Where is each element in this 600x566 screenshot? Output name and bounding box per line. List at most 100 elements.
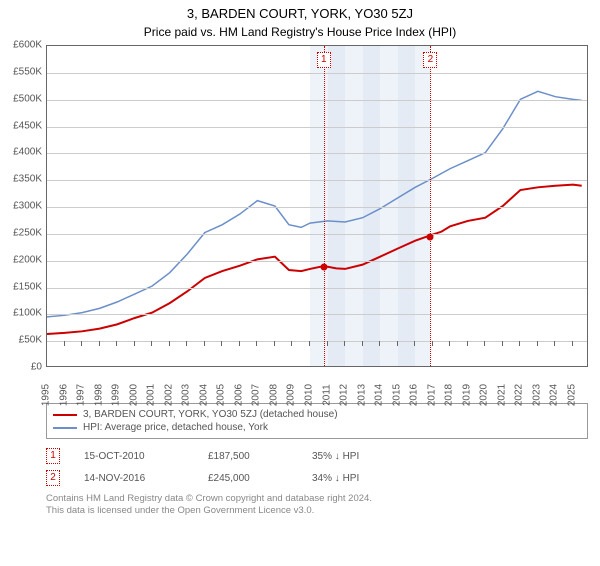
transaction-price: £187,500	[208, 451, 288, 462]
x-tick-label: 2014	[374, 384, 385, 406]
x-tick-label: 2023	[531, 384, 542, 406]
gridline	[47, 341, 587, 342]
x-tick	[449, 341, 450, 346]
x-tick-label: 2005	[216, 384, 227, 406]
x-tick-label: 2012	[339, 384, 350, 406]
x-tick-label: 2011	[321, 384, 332, 406]
transaction-date: 15-OCT-2010	[84, 451, 184, 462]
plot-region: 12	[46, 45, 588, 367]
transaction-delta: 34% ↓ HPI	[312, 473, 359, 484]
y-tick-label: £500K	[13, 93, 42, 104]
attribution-line-2: This data is licensed under the Open Gov…	[46, 505, 588, 517]
x-tick-label: 1995	[41, 384, 52, 406]
attribution: Contains HM Land Registry data © Crown c…	[46, 493, 588, 518]
legend-row: 3, BARDEN COURT, YORK, YO30 5ZJ (detache…	[53, 408, 581, 421]
x-tick	[344, 341, 345, 346]
price-marker	[320, 264, 327, 271]
gridline	[47, 100, 587, 101]
x-tick	[99, 341, 100, 346]
x-tick-label: 2022	[514, 384, 525, 406]
x-tick-label: 1998	[93, 384, 104, 406]
transaction-date: 14-NOV-2016	[84, 473, 184, 484]
x-tick-label: 1997	[76, 384, 87, 406]
y-tick-label: £250K	[13, 227, 42, 238]
x-tick	[116, 341, 117, 346]
x-tick-label: 2002	[163, 384, 174, 406]
x-tick	[291, 341, 292, 346]
x-tick	[554, 341, 555, 346]
legend-label: 3, BARDEN COURT, YORK, YO30 5ZJ (detache…	[83, 409, 338, 420]
gridline	[47, 127, 587, 128]
x-tick-label: 1996	[58, 384, 69, 406]
x-tick-label: 2016	[409, 384, 420, 406]
attribution-line-1: Contains HM Land Registry data © Crown c…	[46, 493, 588, 505]
x-tick-label: 2020	[479, 384, 490, 406]
x-tick	[274, 341, 275, 346]
x-tick	[397, 341, 398, 346]
y-tick-label: £450K	[13, 120, 42, 131]
x-tick	[502, 341, 503, 346]
chart-title: 3, BARDEN COURT, YORK, YO30 5ZJ	[0, 6, 600, 21]
x-tick	[537, 341, 538, 346]
y-tick-label: £200K	[13, 254, 42, 265]
y-tick-label: £50K	[19, 335, 42, 346]
series-hpi	[47, 91, 582, 317]
x-tick	[134, 341, 135, 346]
x-tick-label: 2025	[566, 384, 577, 406]
x-tick	[256, 341, 257, 346]
legend-swatch	[53, 427, 77, 429]
chart-container: 3, BARDEN COURT, YORK, YO30 5ZJ Price pa…	[0, 6, 600, 518]
x-tick	[519, 341, 520, 346]
gridline	[47, 153, 587, 154]
y-tick-label: £300K	[13, 201, 42, 212]
x-tick-label: 2008	[268, 384, 279, 406]
legend-swatch	[53, 414, 77, 416]
x-tick-label: 2017	[426, 384, 437, 406]
event-marker-1: 1	[317, 52, 331, 68]
x-tick-label: 2009	[286, 384, 297, 406]
x-tick-label: 2000	[128, 384, 139, 406]
gridline	[47, 180, 587, 181]
y-tick-label: £100K	[13, 308, 42, 319]
y-tick-label: £550K	[13, 66, 42, 77]
x-tick-label: 2015	[391, 384, 402, 406]
event-line	[324, 46, 325, 366]
y-tick-label: £400K	[13, 147, 42, 158]
event-line	[430, 46, 431, 366]
gridline	[47, 261, 587, 262]
gridline	[47, 314, 587, 315]
series-svg	[47, 46, 587, 366]
chart-subtitle: Price paid vs. HM Land Registry's House …	[0, 25, 600, 39]
price-marker	[427, 233, 434, 240]
x-tick-label: 1999	[111, 384, 122, 406]
x-tick	[239, 341, 240, 346]
y-tick-label: £600K	[13, 40, 42, 51]
x-tick	[309, 341, 310, 346]
x-tick	[379, 341, 380, 346]
transactions-table: 115-OCT-2010£187,50035% ↓ HPI214-NOV-201…	[46, 445, 588, 489]
x-tick-label: 2001	[146, 384, 157, 406]
gridline	[47, 73, 587, 74]
x-tick	[362, 341, 363, 346]
y-axis-labels: £0£50K£100K£150K£200K£250K£300K£350K£400…	[2, 45, 44, 367]
x-tick-label: 2006	[233, 384, 244, 406]
legend-row: HPI: Average price, detached house, York	[53, 421, 581, 434]
legend: 3, BARDEN COURT, YORK, YO30 5ZJ (detache…	[46, 403, 588, 439]
x-tick-label: 2010	[303, 384, 314, 406]
gridline	[47, 207, 587, 208]
x-tick	[572, 341, 573, 346]
x-tick-label: 2018	[444, 384, 455, 406]
x-tick-label: 2021	[496, 384, 507, 406]
x-tick-label: 2004	[198, 384, 209, 406]
x-tick	[151, 341, 152, 346]
transaction-price: £245,000	[208, 473, 288, 484]
x-tick	[432, 341, 433, 346]
y-tick-label: £150K	[13, 281, 42, 292]
x-tick-label: 2003	[181, 384, 192, 406]
x-tick	[46, 341, 47, 346]
legend-label: HPI: Average price, detached house, York	[83, 422, 268, 433]
x-axis-labels: 1995199619971998199920002001200220032004…	[46, 369, 588, 403]
x-tick	[484, 341, 485, 346]
x-tick	[64, 341, 65, 346]
transaction-marker: 2	[46, 470, 60, 486]
